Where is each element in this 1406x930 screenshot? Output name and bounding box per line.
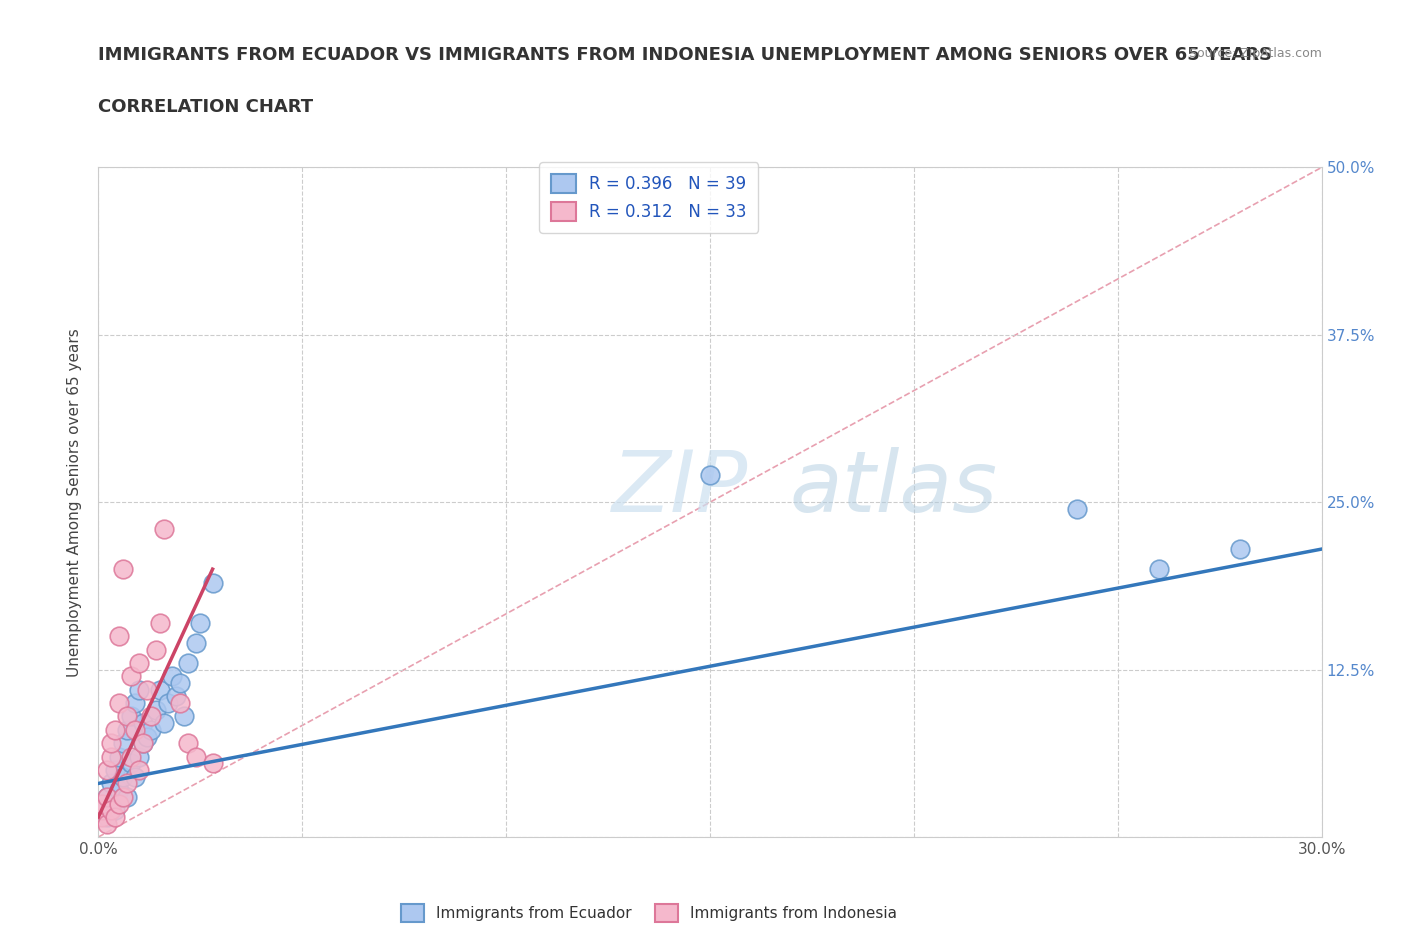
Point [96,763,118,777]
Point [108,629,131,644]
Text: Source: ZipAtlas.com: Source: ZipAtlas.com [1188,46,1322,60]
Point [141,709,163,724]
Text: ZIP: ZIP [612,447,748,530]
Point [141,723,163,737]
Point [132,716,155,731]
Point [136,683,159,698]
Point [104,809,127,824]
Point [201,575,224,590]
Legend: Immigrants from Ecuador, Immigrants from Indonesia: Immigrants from Ecuador, Immigrants from… [395,898,903,928]
Point [108,796,131,811]
Text: CORRELATION CHART: CORRELATION CHART [98,98,314,115]
Point [96,790,118,804]
Point [128,763,150,777]
Point [100,736,122,751]
Point [96,790,118,804]
Point [165,689,187,704]
Point [145,642,167,657]
Point [177,736,200,751]
Point [160,669,183,684]
Y-axis label: Unemployment Among Seniors over 65 years: Unemployment Among Seniors over 65 years [67,328,83,677]
Point [1147,562,1170,577]
Point [152,522,174,537]
Point [91,803,114,817]
Point [1229,541,1251,556]
Point [108,750,131,764]
Point [104,763,127,777]
Point [108,696,131,711]
Point [91,803,114,817]
Point [173,709,195,724]
Point [115,723,138,737]
Point [152,716,174,731]
Point [100,750,122,764]
Point [108,783,131,798]
Text: IMMIGRANTS FROM ECUADOR VS IMMIGRANTS FROM INDONESIA UNEMPLOYMENT AMONG SENIORS : IMMIGRANTS FROM ECUADOR VS IMMIGRANTS FR… [98,46,1272,64]
Point [124,723,146,737]
Point [128,683,150,698]
Point [96,817,118,831]
Point [128,656,150,671]
Point [111,562,134,577]
Point [188,616,212,631]
Point [169,675,191,690]
Point [177,656,200,671]
Point [149,616,172,631]
Point [120,709,142,724]
Point [120,669,142,684]
Point [124,769,146,784]
Text: atlas: atlas [790,447,997,530]
Point [115,790,138,804]
Point [201,756,224,771]
Point [186,635,208,650]
Point [124,696,146,711]
Point [96,809,118,824]
Point [156,696,179,711]
Point [115,776,138,790]
Point [100,803,122,817]
Point [100,796,122,811]
Point [136,729,159,744]
Point [120,756,142,771]
Point [111,736,134,751]
Point [91,809,114,824]
Point [100,776,122,790]
Point [186,750,208,764]
Point [104,803,127,817]
Point [149,683,172,698]
Point [111,769,134,784]
Point [132,736,155,751]
Point [145,702,167,717]
Point [120,750,142,764]
Point [104,723,127,737]
Point [1066,501,1088,516]
Point [128,750,150,764]
Point [169,696,191,711]
Point [132,736,155,751]
Point [91,796,114,811]
Point [111,790,134,804]
Point [699,468,721,483]
Point [115,709,138,724]
